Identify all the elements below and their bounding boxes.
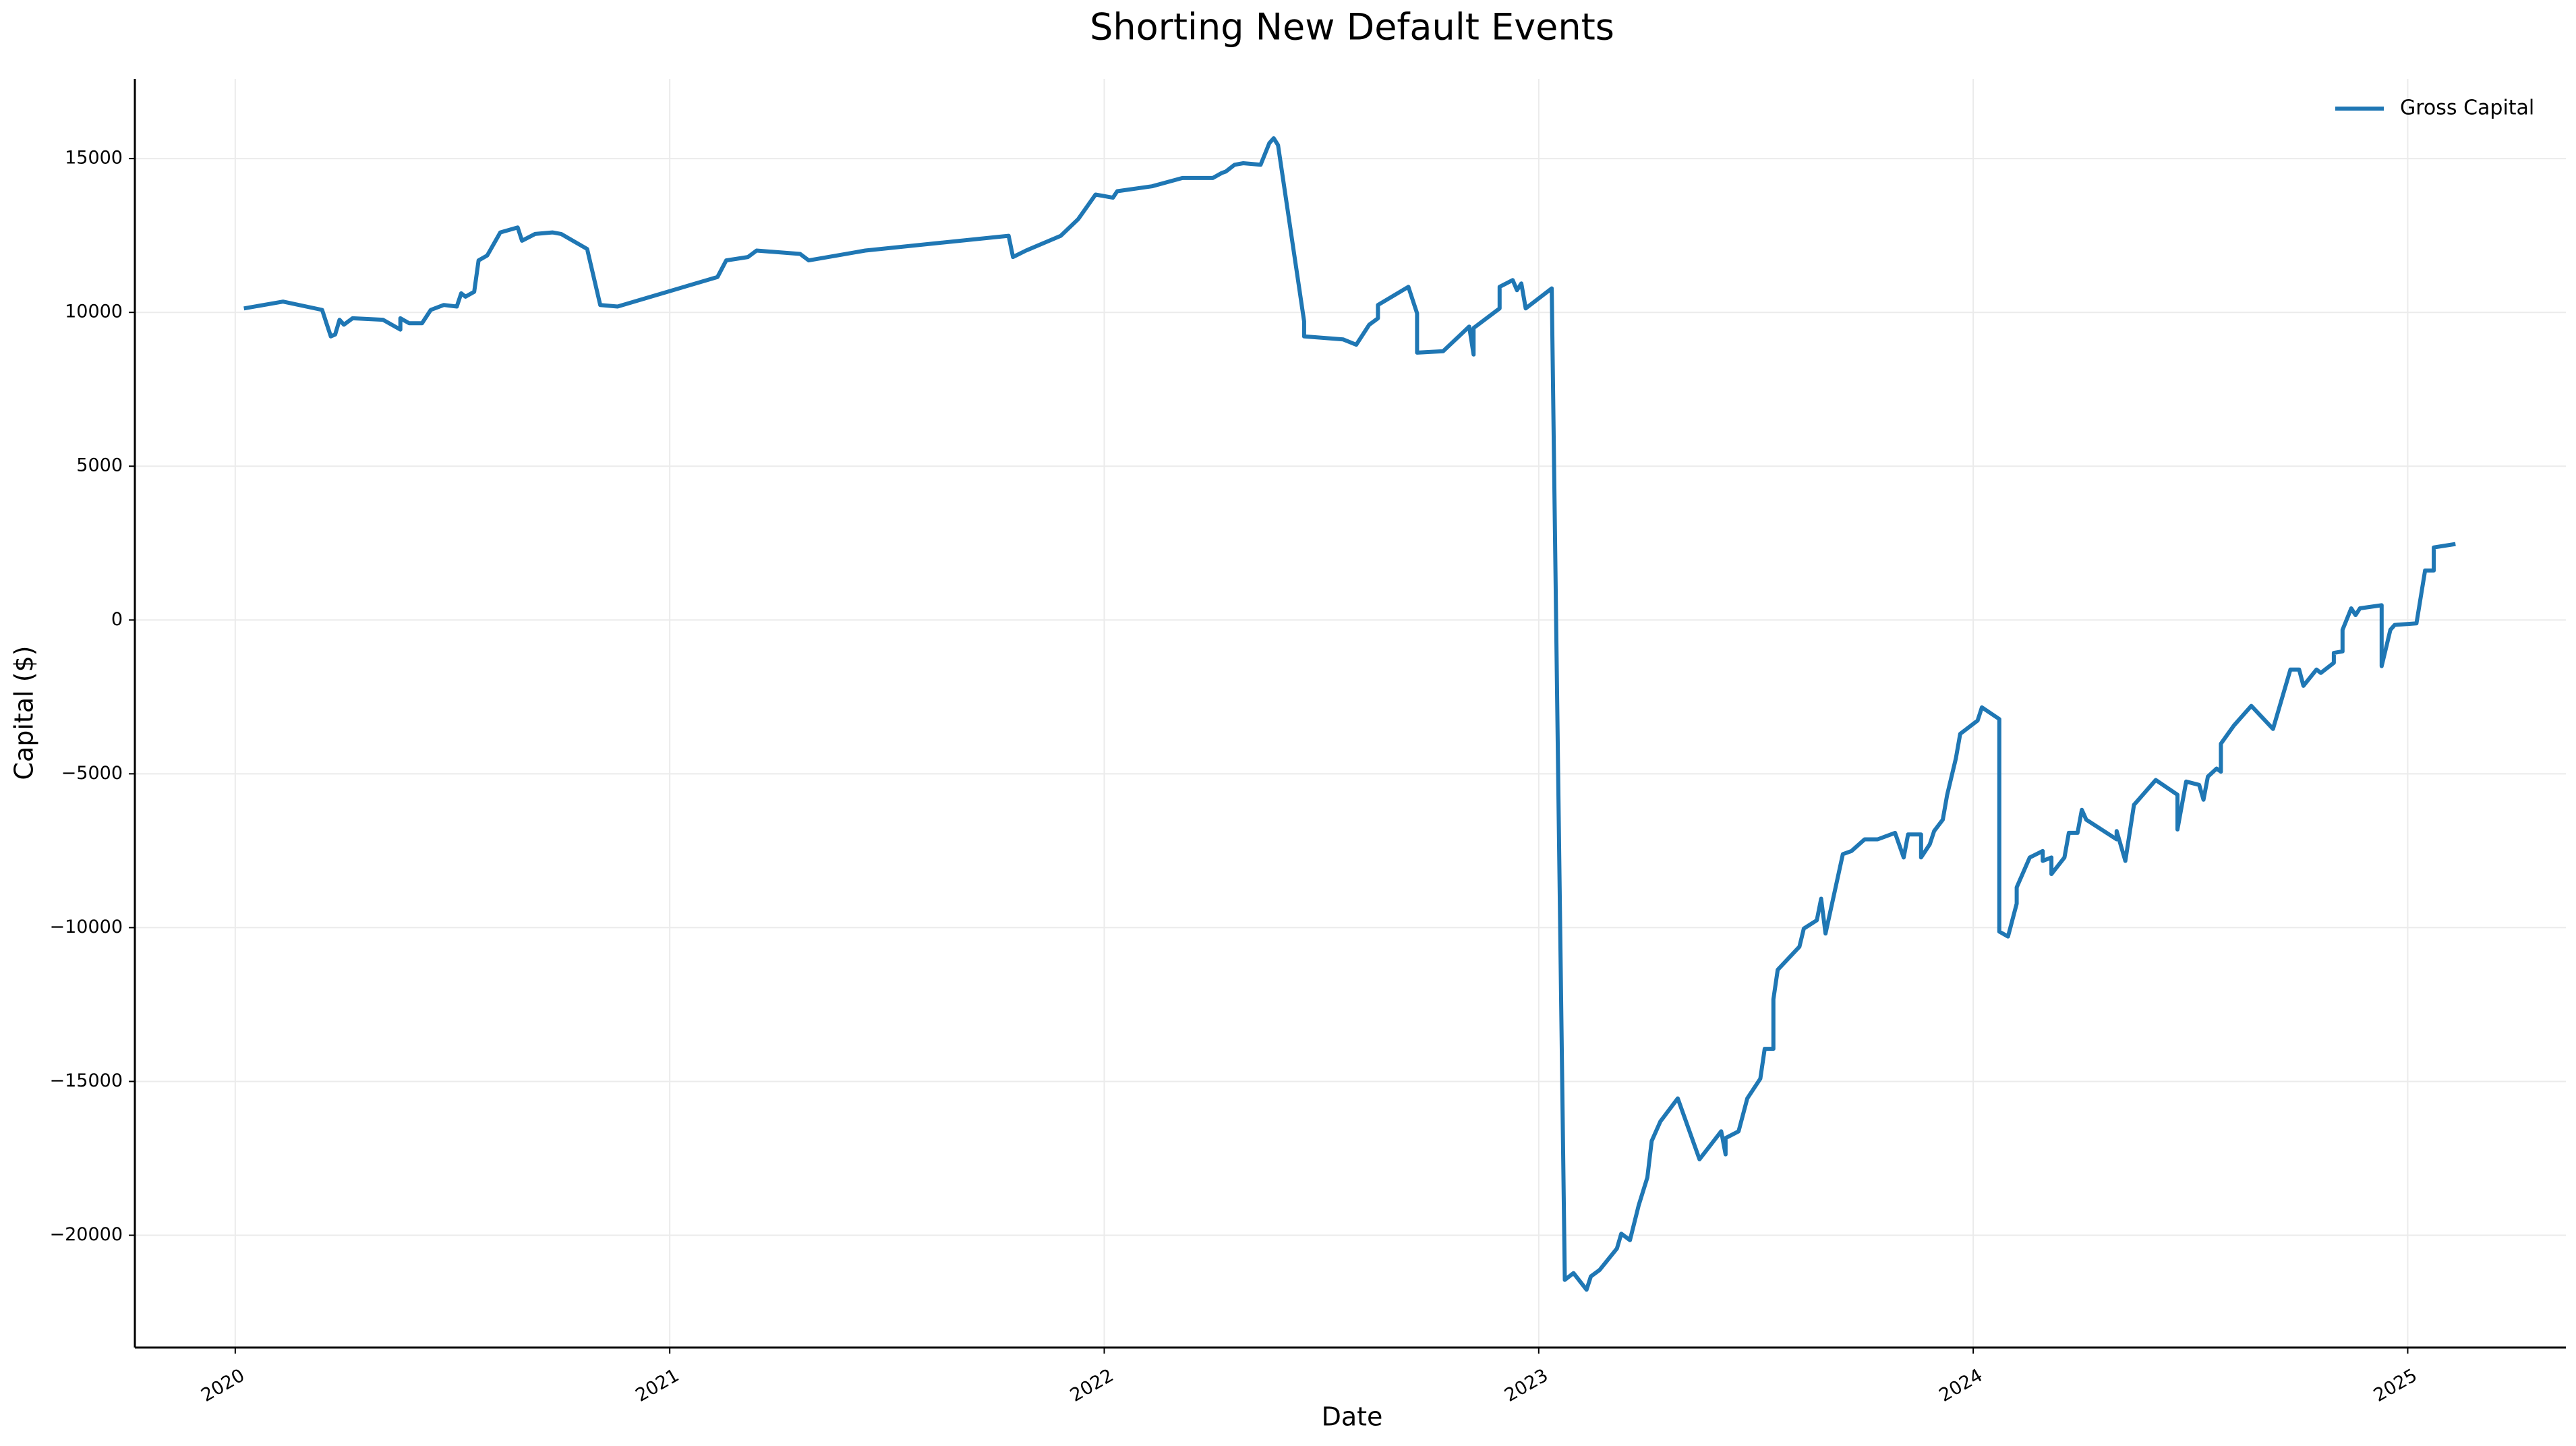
y-tick-label: −15000 [49,1070,123,1091]
y-tick-label: −20000 [49,1224,123,1245]
y-tick-label: −5000 [61,763,123,784]
x-axis-label: Date [1322,1402,1383,1432]
x-tick-label: 2024 [1935,1365,1986,1406]
y-axis-label: Capital ($) [9,645,39,780]
chart-title: Shorting New Default Events [1090,6,1614,49]
y-tick-label: −10000 [49,917,123,937]
y-tick-label: 0 [111,609,123,630]
legend-label: Gross Capital [2400,96,2534,120]
y-tick-label: 10000 [65,301,123,322]
x-tick-label: 2025 [2370,1365,2421,1406]
x-tick-label: 2023 [1501,1365,1552,1406]
y-tick-label: 15000 [65,148,123,169]
x-tick-label: 2022 [1067,1365,1117,1406]
data-line [243,136,2456,1292]
x-tick-label: 2020 [198,1365,248,1406]
x-tick-label: 2021 [632,1365,682,1406]
y-tick-label: 5000 [76,455,123,476]
